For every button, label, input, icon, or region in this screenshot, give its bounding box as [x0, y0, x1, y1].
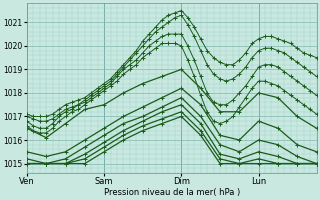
- X-axis label: Pression niveau de la mer( hPa ): Pression niveau de la mer( hPa ): [104, 188, 240, 197]
